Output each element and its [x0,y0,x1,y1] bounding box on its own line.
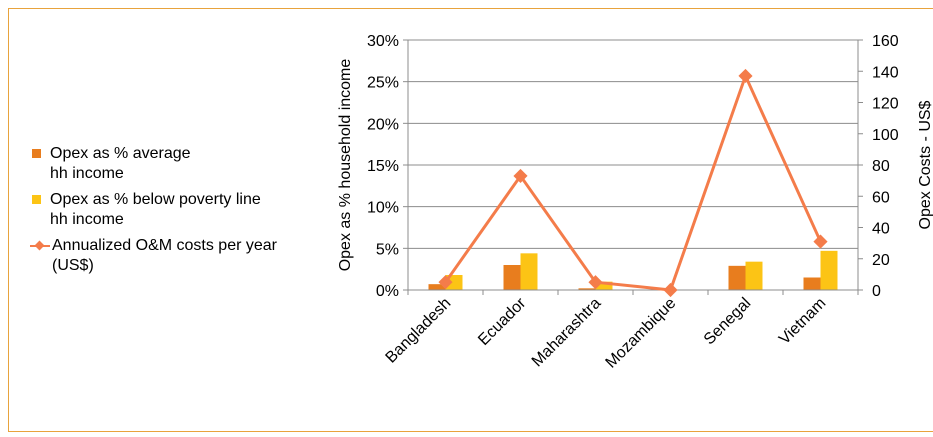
y-tick-label: 20% [367,116,399,133]
legend-label: Opex as % below poverty line [50,191,261,208]
y-tick-label: 10% [367,200,399,217]
legend-item-avg-income: Opex as % average hh income [30,144,330,184]
point-om-costs [438,275,453,290]
legend-label: hh income [50,211,124,228]
point-om-costs [813,234,828,249]
y-axis-title: Opex as % household income [337,59,354,272]
legend-swatch-poverty-income [32,195,41,204]
y2-tick-label: 0 [872,283,881,300]
y2-tick-label: 120 [872,96,899,113]
x-tick-label: Maharashtra [529,295,605,371]
bar-poverty-income [820,250,838,290]
y-tick-label: 15% [367,158,399,175]
y2-tick-label: 20 [872,252,890,269]
legend-item-poverty-income: Opex as % below poverty line hh income [30,190,330,230]
bar-avg-income [578,288,596,290]
bar-avg-income [428,284,446,290]
y-tick-label: 5% [376,241,399,258]
y2-tick-label: 100 [872,127,899,144]
x-tick-label: Senegal [701,295,755,349]
x-tick-label: Mozambique [603,295,680,372]
point-om-costs [738,68,753,84]
legend-swatch-avg-income [32,149,41,158]
bar-poverty-income [745,261,763,290]
point-om-costs [513,168,528,184]
legend-label: (US$) [52,257,94,274]
legend-label: hh income [50,165,124,182]
y-tick-label: 25% [367,75,399,92]
legend-label: Annualized O&M costs per year [52,237,277,254]
y2-tick-label: 140 [872,64,899,81]
legend-item-om-costs: Annualized O&M costs per year (US$) [30,236,330,276]
point-om-costs [588,275,603,290]
bar-avg-income [803,277,821,290]
y2-tick-label: 60 [872,189,890,206]
bar-avg-income [728,265,746,290]
legend: Opex as % average hh income Opex as % be… [30,144,330,280]
y2-tick-label: 40 [872,221,890,238]
bar-poverty-income [595,281,613,290]
chart-frame [8,8,933,432]
point-om-costs [663,282,678,298]
legend-label: Opex as % average [50,145,191,162]
bar-poverty-income [520,253,538,290]
y2-axis-title: Opex Costs - US$ [917,100,933,229]
line-om-costs [444,74,822,292]
y-tick-label: 30% [367,33,399,50]
y2-tick-label: 80 [872,158,890,175]
x-tick-label: Ecuador [475,294,530,349]
y-tick-label: 0% [376,283,399,300]
x-tick-label: Bangladesh [383,295,455,367]
x-tick-label: Vietnam [776,295,829,348]
bar-avg-income [503,265,521,290]
y2-tick-label: 160 [872,33,899,50]
